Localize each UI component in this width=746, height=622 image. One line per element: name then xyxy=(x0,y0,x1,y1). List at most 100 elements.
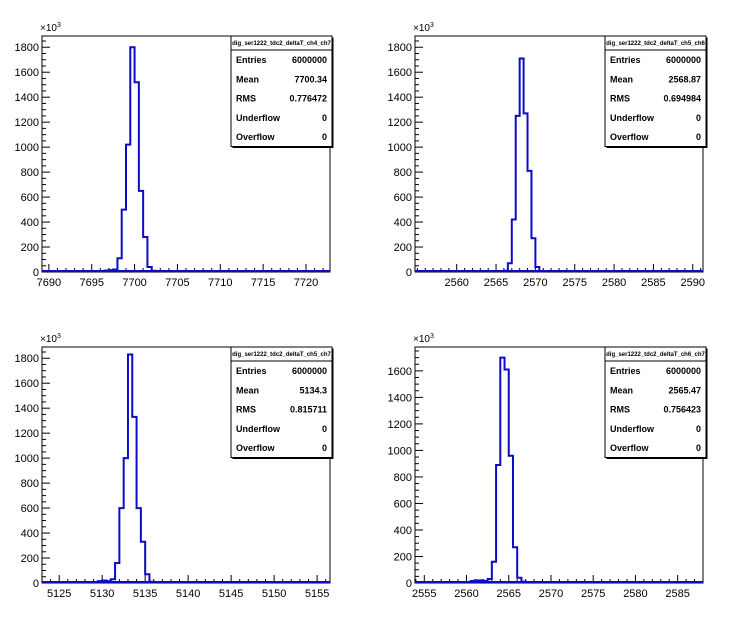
stats-label: Mean xyxy=(610,385,633,395)
y-tick-label: 400 xyxy=(394,217,412,229)
histogram-panel-4: 0 200 400 600 800 1000 1200 1400 1600 2555 2560 256… xyxy=(388,333,708,600)
y-tick-label: 1000 xyxy=(15,453,39,465)
x-tick-label: 2575 xyxy=(562,277,586,289)
y-tick-label: 800 xyxy=(21,167,39,179)
histogram-bin xyxy=(111,579,115,583)
x-tick-label: 2570 xyxy=(523,277,547,289)
stats-value: 0 xyxy=(696,424,701,434)
stats-label: Mean xyxy=(610,74,633,84)
histogram-bin xyxy=(130,47,134,272)
y-tick-label: 600 xyxy=(394,192,412,204)
stats-panel xyxy=(604,35,707,147)
y-tick-label: 1200 xyxy=(388,117,412,129)
y-tick-label: 200 xyxy=(394,551,412,563)
y-tick-label: 600 xyxy=(394,498,412,510)
histogram-bin xyxy=(98,581,102,583)
x-tick-label: 5125 xyxy=(47,588,71,600)
histogram-bin xyxy=(513,547,517,583)
stats-label: Overflow xyxy=(236,443,276,453)
stats-value: 6000000 xyxy=(666,366,701,376)
x-tick-label: 2580 xyxy=(602,277,626,289)
histogram-bin xyxy=(135,82,139,272)
histogram-bin xyxy=(137,508,141,583)
stats-value: 0 xyxy=(322,424,327,434)
y-tick-label: 200 xyxy=(21,242,39,254)
y-tick-label: 1000 xyxy=(15,142,39,154)
stats-label: Overflow xyxy=(610,443,650,453)
x-tick-label: 2570 xyxy=(539,588,563,600)
y-tick-label: 1800 xyxy=(15,42,39,54)
stats-box: dig_ser1222_tdc2_deltaT_ch5_ch6 Entries 60… xyxy=(604,35,708,148)
histogram-bin xyxy=(100,271,104,272)
histogram-bin xyxy=(505,370,509,583)
y-tick-label: 0 xyxy=(33,578,39,590)
histogram-bin xyxy=(147,267,151,272)
stats-label: Entries xyxy=(610,55,641,65)
histogram-title: dig_ser1222_tdc2_deltaT_ch4_ch7 xyxy=(232,41,331,47)
histogram-bin xyxy=(483,581,487,583)
histogram-bin xyxy=(509,456,513,583)
y-tick-label: 200 xyxy=(21,553,39,565)
stats-value: 0 xyxy=(322,443,327,453)
stats-value: 2568.87 xyxy=(668,74,701,84)
y-tick-label: 800 xyxy=(394,472,412,484)
stats-label: Entries xyxy=(610,366,641,376)
x-tick-label: 2585 xyxy=(641,277,665,289)
stats-panel xyxy=(230,35,333,147)
y-tick-label: 1600 xyxy=(388,366,412,378)
x-tick-label: 5145 xyxy=(219,588,243,600)
y-axis-exponent: ×103 xyxy=(413,333,434,345)
stats-label: Mean xyxy=(236,74,259,84)
stats-box: dig_ser1222_tdc2_deltaT_ch5_ch7 Entries 60… xyxy=(230,346,334,459)
histogram-title: dig_ser1222_tdc2_deltaT_ch6_ch7 xyxy=(606,352,705,358)
histogram-bin xyxy=(149,582,153,583)
histogram-bin xyxy=(115,563,119,583)
stats-panel xyxy=(604,346,707,458)
histogram-bin xyxy=(132,417,136,583)
histogram-bin xyxy=(109,270,113,272)
x-tick-label: 7710 xyxy=(208,277,232,289)
histogram-title: dig_ser1222_tdc2_deltaT_ch5_ch6 xyxy=(606,41,705,47)
histogram-bin xyxy=(508,263,512,272)
histogram-bin xyxy=(152,271,156,272)
y-tick-label: 0 xyxy=(406,267,412,279)
histogram-bin xyxy=(113,270,117,272)
y-tick-label: 1000 xyxy=(388,142,412,154)
x-tick-label: 2580 xyxy=(623,588,647,600)
y-tick-label: 400 xyxy=(21,528,39,540)
y-tick-label: 600 xyxy=(21,503,39,515)
stats-label: RMS xyxy=(610,94,630,104)
histogram-title: dig_ser1222_tdc2_deltaT_ch5_ch7 xyxy=(232,352,331,358)
y-tick-label: 1800 xyxy=(15,353,39,365)
histogram-bin xyxy=(520,58,524,272)
stats-value: 6000000 xyxy=(292,366,327,376)
histogram-bin xyxy=(512,220,516,272)
histogram-bin xyxy=(516,116,520,272)
histogram-bin xyxy=(102,581,106,583)
y-tick-label: 1000 xyxy=(388,445,412,457)
x-tick-label: 7700 xyxy=(122,277,146,289)
histogram-bin xyxy=(126,145,130,272)
histogram-bin xyxy=(531,238,535,272)
stats-label: Overflow xyxy=(236,132,276,142)
y-tick-label: 1400 xyxy=(15,92,39,104)
stats-value: 7700.34 xyxy=(294,74,327,84)
histogram-bin xyxy=(128,354,132,583)
histogram-bin xyxy=(479,580,483,583)
x-tick-label: 2565 xyxy=(497,588,521,600)
y-tick-label: 1200 xyxy=(15,117,39,129)
y-tick-label: 0 xyxy=(33,267,39,279)
x-tick-label: 7705 xyxy=(165,277,189,289)
y-tick-label: 1600 xyxy=(388,67,412,79)
histogram-bin xyxy=(504,271,508,272)
stats-value: 2565.47 xyxy=(668,385,701,395)
y-tick-label: 1400 xyxy=(388,392,412,404)
x-tick-label: 5155 xyxy=(305,588,329,600)
x-tick-label: 5135 xyxy=(133,588,157,600)
x-tick-label: 2590 xyxy=(681,277,705,289)
stats-label: Entries xyxy=(236,55,267,65)
histogram-bin xyxy=(143,237,147,272)
stats-label: RMS xyxy=(236,405,256,415)
stats-value: 0 xyxy=(322,132,327,142)
